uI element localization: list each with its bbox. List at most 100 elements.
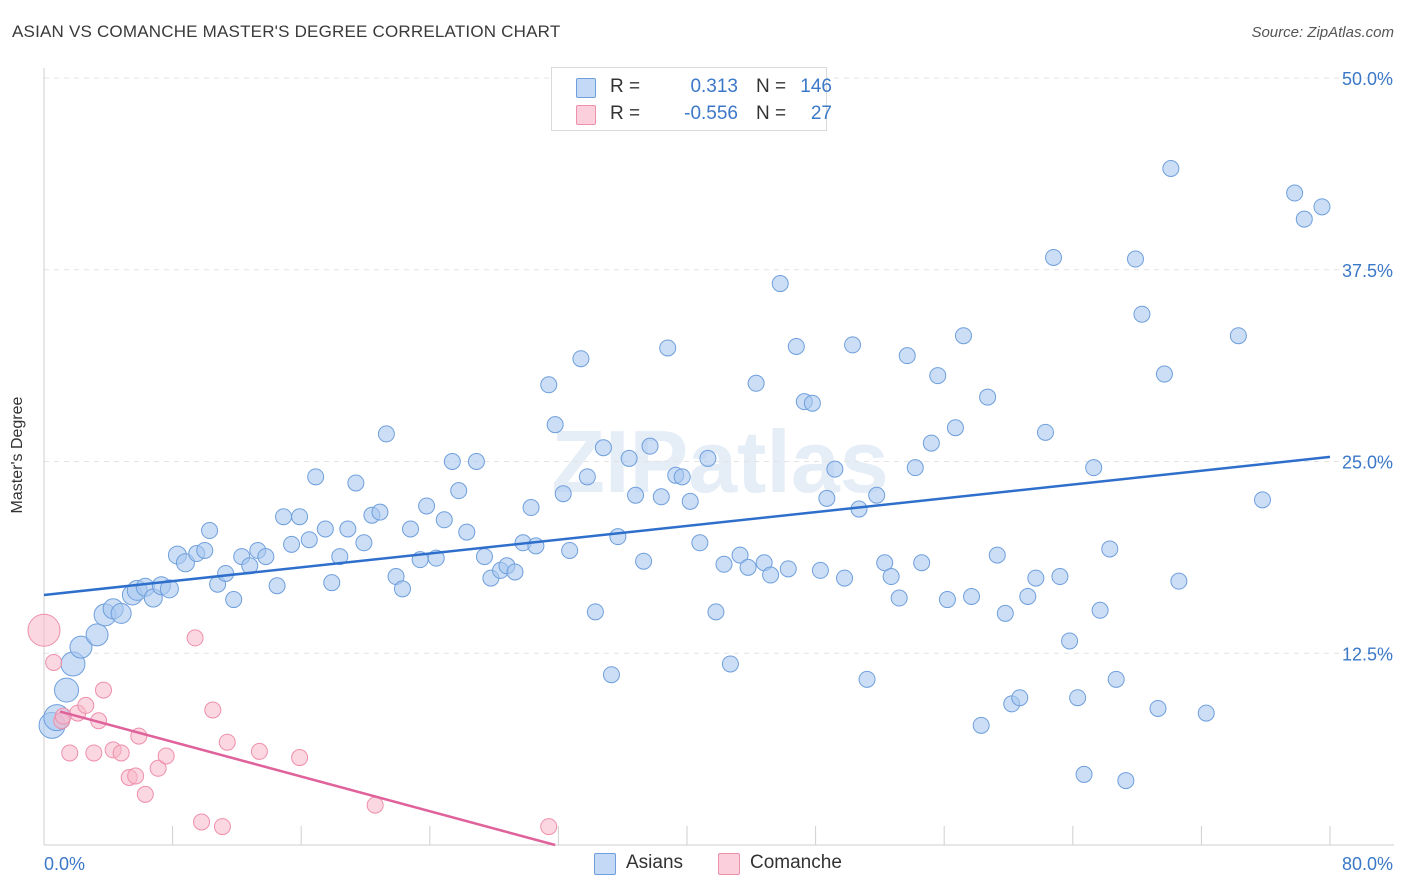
comanche-point bbox=[77, 696, 95, 714]
asians-point bbox=[1091, 601, 1109, 619]
asians-point bbox=[836, 569, 854, 587]
asians-point bbox=[594, 439, 612, 457]
asians-point bbox=[1085, 459, 1103, 477]
asians-point bbox=[307, 468, 325, 486]
comanche-point bbox=[54, 707, 72, 725]
legend-r-value: -0.556 bbox=[684, 103, 738, 124]
asians-point bbox=[898, 347, 916, 365]
asians-point bbox=[339, 520, 357, 538]
legend-n-value: 27 bbox=[810, 103, 832, 124]
asians-point bbox=[652, 488, 670, 506]
comanche-point bbox=[193, 813, 211, 831]
asians-point bbox=[1045, 248, 1063, 266]
comanche-point bbox=[149, 759, 167, 777]
asians-point bbox=[868, 486, 886, 504]
comanche-point bbox=[85, 744, 103, 762]
legend-r-label: R = bbox=[610, 103, 641, 124]
asians-point bbox=[803, 394, 821, 412]
asians-point bbox=[929, 367, 947, 385]
comanche-point bbox=[186, 629, 204, 647]
asians-point bbox=[707, 603, 725, 621]
asians-point bbox=[1117, 772, 1135, 790]
asians-point bbox=[1162, 160, 1180, 178]
y-tick-label: 50.0% bbox=[1342, 69, 1393, 89]
asians-point bbox=[844, 336, 862, 354]
asians-point bbox=[1011, 689, 1029, 707]
comanche-point bbox=[204, 701, 222, 719]
asians-points bbox=[38, 160, 1331, 790]
asians-point bbox=[988, 546, 1006, 564]
asians-point bbox=[225, 591, 243, 609]
asians-point bbox=[1126, 250, 1144, 268]
asians-point bbox=[201, 522, 219, 540]
legend-n-label: N = bbox=[756, 76, 787, 97]
comanche-point bbox=[250, 742, 268, 760]
asians-point bbox=[779, 560, 797, 578]
legend-n-value: 146 bbox=[800, 76, 832, 97]
asians-point bbox=[522, 499, 540, 517]
comanche-point bbox=[136, 785, 154, 803]
asians-point bbox=[890, 589, 908, 607]
comanche-point bbox=[366, 796, 384, 814]
asians-point bbox=[972, 716, 990, 734]
x-tick-label: 0.0% bbox=[44, 854, 85, 874]
asians-point bbox=[641, 437, 659, 455]
asians-point bbox=[578, 468, 596, 486]
asians-point bbox=[586, 603, 604, 621]
asians-point bbox=[458, 523, 476, 541]
asians-point bbox=[323, 574, 341, 592]
source-label: Source: ZipAtlas.com bbox=[1251, 24, 1394, 41]
x-tick-label: 80.0% bbox=[1342, 854, 1393, 874]
asians-point bbox=[826, 460, 844, 478]
asians-point bbox=[347, 474, 365, 492]
asians-point bbox=[963, 587, 981, 605]
comanche-point bbox=[27, 613, 61, 647]
trend-lines bbox=[43, 455, 1331, 847]
bottom-legend-label-comanche: Comanche bbox=[750, 852, 842, 873]
comanche-point bbox=[218, 733, 236, 751]
bottom-legend-label-asians: Asians bbox=[626, 852, 684, 873]
asians-point bbox=[1253, 491, 1271, 509]
asians-point bbox=[291, 508, 309, 526]
asians-point bbox=[762, 566, 780, 584]
asians-point bbox=[257, 548, 275, 566]
asians-point bbox=[572, 350, 590, 368]
asians-point bbox=[283, 535, 301, 553]
asians-point bbox=[554, 485, 572, 503]
asians-point bbox=[1155, 365, 1173, 383]
asians-point bbox=[527, 537, 545, 555]
asians-point bbox=[787, 337, 805, 355]
legend-r-label: R = bbox=[610, 76, 641, 97]
asians-point bbox=[1229, 327, 1247, 345]
comanche-point bbox=[112, 744, 130, 762]
asians-point bbox=[922, 434, 940, 452]
asians-point bbox=[54, 677, 80, 703]
asians-point bbox=[1075, 765, 1093, 783]
asians-point bbox=[69, 635, 93, 659]
asians-point bbox=[355, 534, 373, 552]
asians-point bbox=[402, 520, 420, 538]
asians-point bbox=[811, 561, 829, 579]
asians-point bbox=[771, 275, 789, 293]
asians-point bbox=[721, 655, 739, 673]
asians-point bbox=[1170, 572, 1188, 590]
asians-point bbox=[450, 482, 468, 500]
legend-swatch-asians bbox=[576, 78, 596, 98]
asians-point bbox=[1019, 587, 1037, 605]
asians-point bbox=[196, 541, 214, 559]
y-tick-label: 37.5% bbox=[1342, 261, 1393, 281]
asians-point bbox=[681, 492, 699, 510]
asians-point bbox=[1313, 198, 1331, 216]
asians-point bbox=[1149, 699, 1167, 717]
asians-point bbox=[110, 602, 132, 624]
comanche-point bbox=[291, 749, 309, 767]
comanche-point bbox=[94, 681, 112, 699]
asians-point bbox=[475, 548, 493, 566]
y-tick-label: 25.0% bbox=[1342, 453, 1393, 473]
y-axis-label: Master's Degree bbox=[9, 396, 26, 514]
asians-point bbox=[913, 554, 931, 572]
asians-point bbox=[540, 376, 558, 394]
asians-point bbox=[659, 339, 677, 357]
bottom-legend-swatch-asians bbox=[594, 853, 616, 875]
asians-point bbox=[635, 552, 653, 570]
